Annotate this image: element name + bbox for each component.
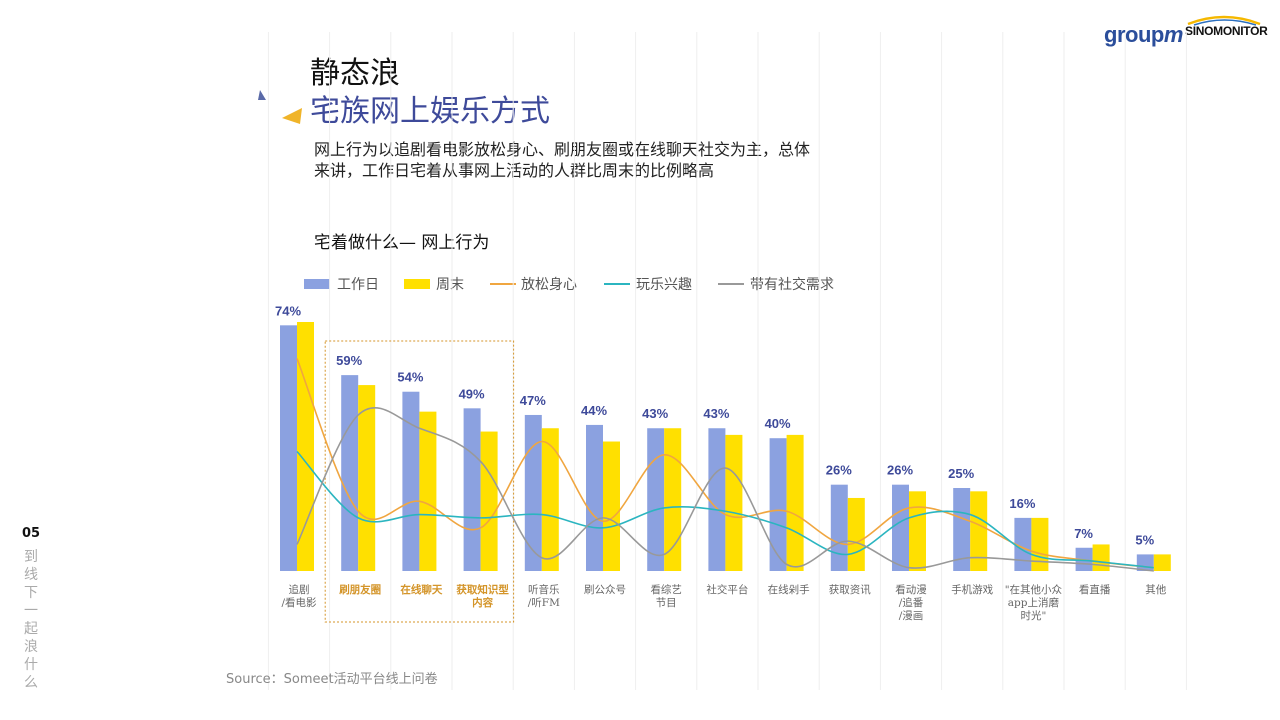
value-label: 43% (703, 406, 729, 421)
bar-weekend (970, 491, 988, 571)
bar-weekend (786, 434, 804, 571)
value-label: 54% (397, 370, 423, 385)
sinomonitor-logo: SINOMONITOR (1185, 24, 1268, 38)
legend-swatch-fun (604, 283, 630, 285)
bar-workday (708, 428, 726, 571)
value-label: 47% (520, 393, 546, 408)
value-label: 5% (1135, 532, 1154, 547)
x-tick-label: 获取知识型内容 (456, 583, 509, 609)
legend-label-weekend: 周末 (436, 277, 464, 293)
bar-weekend (664, 428, 682, 571)
highlight-box (324, 340, 515, 623)
legend-swatch-weekend (404, 279, 430, 289)
source-note: Source：Someet活动平台线上问卷 (226, 672, 438, 687)
legend-label-relax: 放松身心 (521, 277, 577, 293)
x-tick-label: 在线剁手 (768, 583, 810, 596)
x-tick-label: 听音乐/听FM (528, 583, 560, 609)
legend-label-social: 带有社交需求 (750, 277, 834, 293)
title-line-2: 宅族网上娱乐方式 (310, 94, 550, 129)
groupm-logo: groupm (1104, 22, 1183, 47)
x-tick-label: 其他 (1145, 583, 1167, 596)
value-label: 7% (1074, 526, 1093, 541)
bar-workday (953, 488, 971, 571)
legend-swatch-relax (490, 283, 516, 285)
legend-swatch-workday (304, 279, 330, 289)
bar-weekend (603, 441, 620, 571)
value-label: 49% (459, 386, 485, 401)
title-line-1: 静态浪 (310, 56, 400, 91)
x-tick-label: 看综艺节目 (650, 583, 682, 609)
bar-weekend (1153, 554, 1171, 571)
bar-workday (586, 424, 603, 571)
x-tick-label: 看动漫/追番/漫画 (895, 583, 927, 622)
x-tick-label: 获取资讯 (829, 583, 871, 596)
bar-workday (769, 438, 787, 571)
value-label: 16% (1009, 496, 1035, 511)
value-label: 25% (948, 466, 974, 481)
decorative-triangles-icon (258, 90, 302, 124)
bar-weekend (909, 491, 926, 571)
description: 网上行为以追剧看电影放松身心、刷朋友圈或在线聊天社交为主，总体来讲，工作日宅着从… (314, 140, 811, 180)
bar-weekend (1031, 517, 1049, 571)
x-tick-label: 社交平台 (706, 583, 748, 596)
side-vertical-text: 到线下一起浪什么 (24, 549, 38, 691)
bar-workday (402, 391, 420, 571)
bar-workday (830, 484, 848, 571)
x-tick-label: "在其他小众 app上消磨时光" (1005, 583, 1063, 622)
x-tick-label: 手机游戏 (951, 583, 993, 596)
value-label: 44% (581, 403, 607, 418)
bar-workday (280, 325, 297, 571)
sinomonitor-arc-icon (1187, 15, 1261, 26)
bar-weekend (725, 434, 743, 571)
bar-workday (463, 408, 481, 571)
value-label: 26% (887, 463, 913, 478)
value-label: 74% (275, 303, 301, 318)
value-label: 43% (642, 406, 668, 421)
page-number: 05 (22, 526, 41, 541)
bar-weekend (847, 497, 865, 571)
legend-label-workday: 工作日 (337, 277, 379, 293)
x-tick-label: 刷朋友圈 (339, 583, 381, 596)
bar-weekend (1092, 544, 1110, 571)
legend-swatch-social (718, 283, 744, 285)
x-tick-label: 追剧/看电影 (281, 583, 317, 609)
bar-workday (524, 414, 542, 571)
bar-workday (341, 375, 359, 571)
value-label: 40% (765, 416, 791, 431)
bar-workday (1136, 554, 1154, 571)
bar-weekend (297, 322, 314, 571)
line-social (296, 407, 1154, 572)
bar-weekend (419, 411, 437, 571)
chart-subheading: 宅着做什么— 网上行为 (314, 233, 490, 253)
legend-label-fun: 玩乐兴趣 (636, 277, 692, 293)
x-tick-label: 在线聊天 (400, 583, 442, 596)
bar-workday (892, 484, 909, 571)
bar-weekend (480, 431, 498, 571)
value-label: 59% (336, 353, 362, 368)
x-tick-label: 看直播 (1079, 583, 1111, 596)
bar-weekend (541, 428, 559, 571)
value-label: 26% (826, 463, 852, 478)
bar-workday (1014, 517, 1032, 571)
bar-workday (647, 428, 665, 571)
x-tick-label: 刷公众号 (584, 583, 626, 596)
line-relax (296, 358, 1154, 569)
line-fun (296, 450, 1154, 569)
bar-weekend (358, 385, 376, 571)
